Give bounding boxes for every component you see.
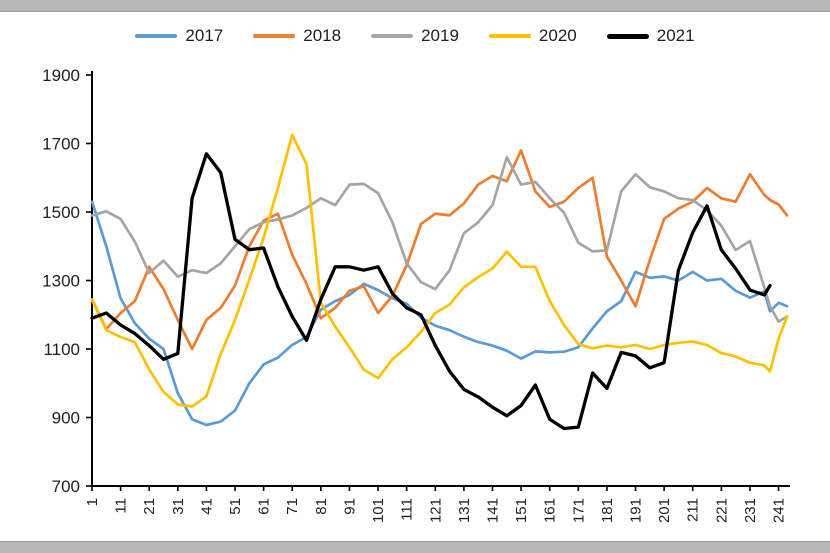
legend-swatch-2018 [253,33,296,39]
x-axis-label: 211 [685,498,702,522]
chart-legend: 2017 2018 2019 2020 2021 [0,26,830,46]
legend-label: 2017 [185,26,224,45]
x-axis-label: 81 [313,498,330,515]
legend-item-2020[interactable]: 2020 [488,26,577,46]
x-axis-label: 11 [113,498,130,514]
x-axis-label: 91 [341,498,358,515]
y-axis-label: 1300 [42,272,80,291]
x-axis-label: 111 [399,498,416,521]
legend-swatch-2017 [135,33,178,39]
y-axis-label: 700 [52,477,80,496]
x-axis-label: 61 [256,498,273,515]
x-axis-label: 151 [513,498,530,523]
y-axis-label: 1500 [42,203,80,222]
x-axis-label: 171 [570,498,587,523]
legend-item-2018[interactable]: 2018 [253,26,341,46]
x-axis-label: 121 [427,498,444,523]
series-line-2020 [90,133,789,408]
x-axis-label: 21 [141,498,158,515]
x-axis-label: 181 [599,498,616,523]
series-line-2019 [90,155,789,323]
legend-item-2021[interactable]: 2021 [606,26,695,46]
series-line-2018 [90,149,789,351]
legend-label: 2018 [303,26,342,45]
x-axis-label: 41 [198,498,215,515]
x-axis-label: 101 [370,498,387,523]
x-axis-label: 71 [284,498,301,515]
legend-item-2019[interactable]: 2019 [371,26,459,46]
x-axis-label: 161 [542,498,559,523]
y-axis-label: 1700 [42,135,80,154]
x-axis-label: 31 [170,498,187,515]
y-axis-label: 1900 [42,66,80,85]
x-axis-label: 1 [84,498,101,506]
x-axis-label: 201 [656,498,673,523]
x-axis-label: 191 [628,498,645,523]
series-line-2021 [90,152,772,431]
legend-label: 2020 [538,26,577,45]
y-axis-label: 1100 [43,340,80,359]
legend-label: 2021 [656,26,695,45]
legend-swatch-2021 [606,33,649,39]
window-frame-top [0,0,830,12]
series-line-2017 [90,200,789,427]
legend-item-2017[interactable]: 2017 [135,26,223,46]
legend-swatch-2019 [371,33,414,39]
x-axis-label: 241 [771,498,788,523]
legend-swatch-2020 [488,33,531,39]
x-axis-label: 141 [484,498,501,523]
x-axis-label: 51 [227,498,244,515]
x-axis-label: 131 [456,498,473,523]
x-axis-label: 221 [713,498,730,523]
legend-label: 2019 [421,26,459,45]
x-axis-label: 231 [742,498,759,523]
window-frame-bottom [0,541,830,553]
y-axis-label: 900 [52,409,80,428]
